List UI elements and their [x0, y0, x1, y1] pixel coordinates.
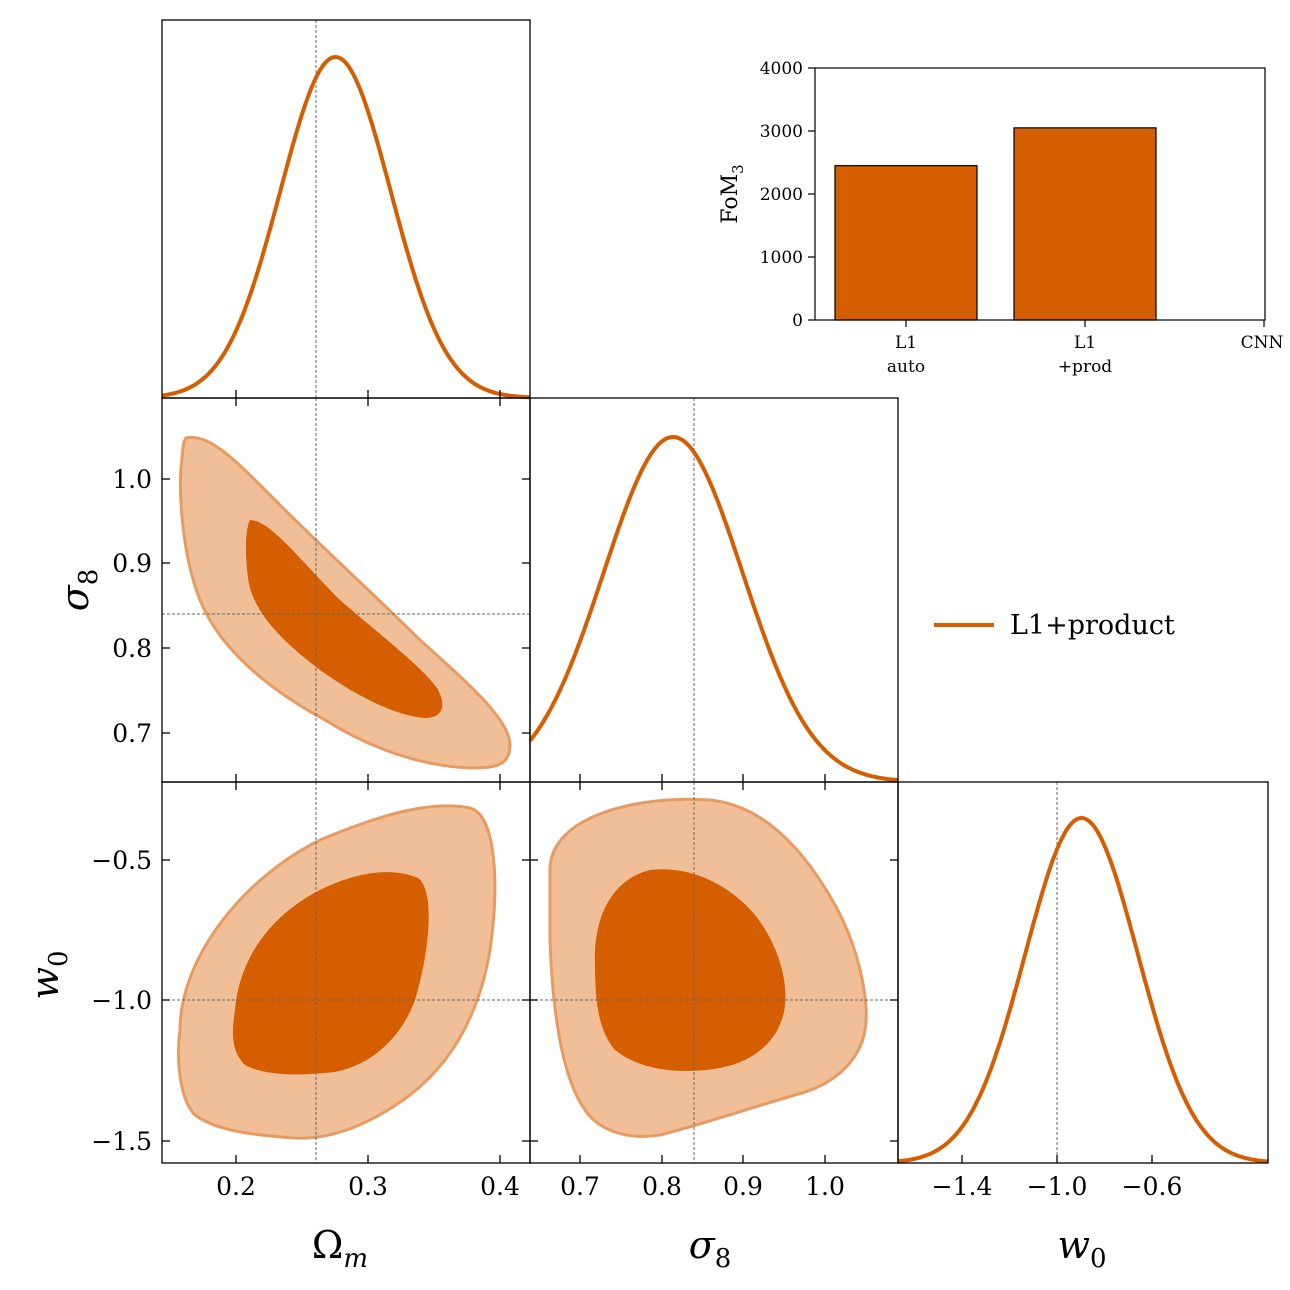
inset-ytick: 3000	[760, 122, 803, 142]
inset-ytick: 4000	[760, 59, 803, 79]
panel-w0-1d: −1.4 −1.0 −0.6 w0	[897, 781, 1269, 1274]
xtick-label: 0.3	[348, 1172, 388, 1201]
panel-omega-m-1d	[161, 19, 531, 400]
xtick-label: 0.9	[723, 1172, 763, 1201]
inset-xtick: +prod	[1058, 357, 1112, 377]
posterior-curve-w0	[897, 815, 1269, 1164]
inset-ytick: 0	[792, 311, 803, 331]
inset-ylabel: FoM3	[718, 164, 747, 223]
ytick-label: 1.0	[112, 465, 152, 494]
xtick-label: 0.4	[480, 1172, 520, 1201]
ytick-label: −1.0	[91, 986, 152, 1015]
xlabel-w0: w0	[1057, 1223, 1106, 1274]
inset-bars	[834, 127, 1157, 321]
xtick-label: −0.6	[1122, 1172, 1183, 1201]
contour-68	[245, 520, 443, 718]
panel-frame	[897, 781, 1269, 1164]
inset-ytick: 1000	[760, 248, 803, 268]
xtick-label: 0.2	[216, 1172, 256, 1201]
panel-sigma8-1d	[528, 397, 899, 783]
contour-95	[179, 435, 512, 770]
ytick-label: 0.7	[112, 719, 152, 748]
panel-w0-vs-omega-m: −0.5 −1.0 −1.5 0.2 0.3 0.4 w0 Ωm	[23, 781, 531, 1274]
inset-bar-1	[1013, 127, 1157, 321]
inset-xtick: L1	[1074, 333, 1096, 353]
xtick-label: −1.0	[1027, 1172, 1088, 1201]
xtick-label: −1.4	[932, 1172, 993, 1201]
panel-w0-vs-sigma8: 0.7 0.8 0.9 1.0 σ8	[529, 781, 899, 1274]
panel-frame	[161, 19, 531, 399]
inset-xtick: CNN	[1241, 333, 1284, 353]
legend-label: L1+product	[1010, 610, 1175, 641]
panel-sigma8-vs-omega-m: 0.7 0.8 0.9 1.0 σ8	[53, 397, 531, 783]
xtick-label: 0.8	[642, 1172, 682, 1201]
inset-bar-0	[834, 165, 978, 321]
posterior-curve-omega-m	[161, 54, 531, 400]
inset-fom-bar-chart: 0 1000 2000 3000 4000 L1 auto L1 +prod C…	[718, 59, 1283, 377]
inset-xtick: auto	[887, 357, 925, 377]
xlabel-omega-m: Ωm	[312, 1223, 368, 1274]
ylabel-sigma8: σ8	[53, 569, 104, 612]
legend: L1+product	[934, 610, 1175, 641]
ytick-label: 0.8	[112, 634, 152, 663]
panel-frame	[529, 397, 899, 783]
xtick-label: 0.7	[560, 1172, 600, 1201]
inset-ytick: 2000	[760, 185, 803, 205]
ylabel-w0: w0	[23, 950, 74, 999]
xtick-label: 1.0	[805, 1172, 845, 1201]
xlabel-sigma8: σ8	[689, 1223, 732, 1274]
contour-68	[232, 872, 429, 1075]
ytick-label: −1.5	[91, 1127, 152, 1156]
ytick-label: −0.5	[91, 846, 152, 875]
contour-68	[594, 869, 786, 1071]
posterior-curve-sigma8	[528, 434, 899, 783]
ytick-label: 0.9	[112, 549, 152, 578]
inset-xtick: L1	[895, 333, 917, 353]
